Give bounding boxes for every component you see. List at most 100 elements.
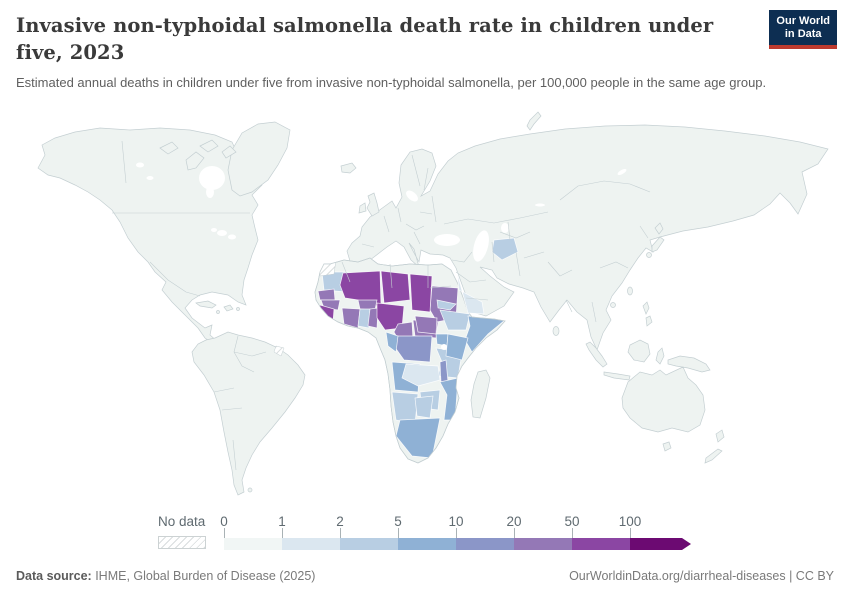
country-niger[interactable] [380, 270, 411, 304]
legend-bin-1-2[interactable] [282, 538, 340, 550]
legend-tick-label: 5 [394, 514, 402, 529]
taiwan[interactable] [627, 286, 633, 296]
greenland[interactable] [227, 121, 291, 197]
chart-header: Invasive non-typhoidal salmonella death … [16, 12, 776, 92]
new-zealand[interactable] [704, 448, 723, 464]
iceland[interactable] [340, 162, 357, 174]
country-french-guiana-no-data[interactable] [273, 345, 285, 357]
borneo[interactable] [627, 339, 651, 363]
sumatra[interactable] [585, 341, 608, 368]
aral-sea [501, 223, 509, 233]
data-source: Data source: IHME, Global Burden of Dise… [16, 569, 315, 583]
lake-victoria [441, 344, 447, 350]
arctic-island[interactable] [221, 145, 237, 159]
lake-baikal [617, 168, 627, 176]
japan[interactable] [654, 222, 664, 235]
data-source-label: Data source: [16, 569, 92, 583]
country-chad[interactable] [409, 273, 433, 313]
hainan[interactable] [610, 302, 616, 308]
legend-bin-50-100[interactable] [572, 538, 630, 550]
legend-tick-line [572, 528, 573, 538]
arctic-island[interactable] [199, 139, 219, 153]
country-mozambique[interactable] [439, 377, 459, 421]
legend-bin-20-50[interactable] [514, 538, 572, 550]
philippines[interactable] [642, 301, 650, 315]
country-ethiopia[interactable] [439, 309, 471, 331]
country-eritrea[interactable] [436, 299, 457, 311]
legend-tick-label: 0 [220, 514, 228, 529]
country-botswana[interactable] [414, 395, 434, 419]
japan[interactable] [651, 236, 665, 253]
country-south-africa[interactable] [395, 417, 441, 459]
country-zambia[interactable] [401, 363, 441, 387]
legend-tick-label: 50 [564, 514, 580, 529]
tasmania[interactable] [662, 441, 672, 452]
legend-bin-10-20[interactable] [456, 538, 514, 550]
sulawesi[interactable] [655, 347, 665, 365]
legend-tick-label: 1 [278, 514, 286, 529]
south-america[interactable] [191, 331, 306, 496]
country-south-sudan[interactable] [414, 315, 438, 335]
hudson-bay [199, 166, 225, 190]
legend-tick-line [630, 528, 631, 538]
country-senegal[interactable] [317, 288, 336, 301]
australia[interactable] [621, 366, 706, 433]
country-afghanistan[interactable] [491, 237, 519, 261]
new-guinea[interactable] [667, 355, 711, 373]
country-togo-benin[interactable] [367, 307, 379, 329]
map-legend: No data 0 1 2 5 10 20 50 100 [0, 514, 850, 560]
owid-logo-line2: in Data [784, 28, 822, 40]
inland-water [136, 162, 627, 350]
country-somalia[interactable] [464, 315, 505, 353]
legend-bin-0-1[interactable] [224, 538, 282, 550]
java[interactable] [603, 371, 631, 381]
chart-title: Invasive non-typhoidal salmonella death … [16, 14, 714, 64]
legend-tick-label: 20 [506, 514, 522, 529]
philippines[interactable] [645, 315, 653, 327]
great-britain[interactable] [366, 192, 380, 217]
baltic-sea [406, 190, 418, 202]
jamaica[interactable] [216, 310, 220, 314]
north-america[interactable] [37, 127, 263, 363]
novaya-zemlya[interactable] [526, 111, 542, 131]
arctic-island[interactable] [185, 151, 205, 171]
puerto-rico[interactable] [236, 307, 240, 311]
country-nigeria[interactable] [376, 302, 405, 331]
no-data-label: No data [158, 514, 206, 529]
james-bay [206, 186, 214, 198]
legend-bin-100+[interactable] [630, 538, 682, 550]
legend-bin-2-5[interactable] [340, 538, 398, 550]
great-slave-lake [146, 176, 154, 180]
owid-link[interactable]: OurWorldinData.org/diarrheal-diseases | … [569, 569, 834, 583]
eurasia[interactable] [346, 124, 829, 351]
new-zealand[interactable] [715, 429, 725, 443]
country-uganda[interactable] [435, 333, 449, 347]
legend-tick-line [340, 528, 341, 538]
data-source-text: IHME, Global Burden of Disease (2025) [91, 569, 316, 583]
country-kenya[interactable] [445, 333, 469, 361]
owid-logo[interactable]: Our World in Data [769, 10, 837, 49]
country-yemen[interactable] [456, 271, 485, 315]
japan[interactable] [646, 252, 652, 258]
legend-color-bar[interactable]: 0 1 2 5 10 20 50 100 [220, 514, 704, 554]
great-lake [228, 234, 236, 240]
ireland[interactable] [358, 202, 367, 214]
legend-bin-5-10[interactable] [398, 538, 456, 550]
no-data-swatch[interactable] [158, 536, 206, 549]
madagascar[interactable] [470, 369, 491, 419]
country-ghana[interactable] [357, 308, 371, 329]
chart-subtitle: Estimated annual deaths in children unde… [16, 75, 767, 90]
great-lake [211, 228, 217, 232]
legend-no-data[interactable]: No data [158, 514, 206, 549]
sri-lanka[interactable] [552, 326, 560, 336]
cuba[interactable] [195, 300, 217, 309]
hispaniola[interactable] [223, 304, 234, 312]
great-lake [217, 230, 227, 236]
falkland-islands[interactable] [247, 487, 253, 493]
arctic-island[interactable] [159, 141, 179, 155]
country-congo[interactable] [385, 331, 399, 353]
legend-tick-label: 2 [336, 514, 344, 529]
country-western-sahara-no-data[interactable] [317, 259, 337, 277]
legend-tick-line [398, 528, 399, 538]
